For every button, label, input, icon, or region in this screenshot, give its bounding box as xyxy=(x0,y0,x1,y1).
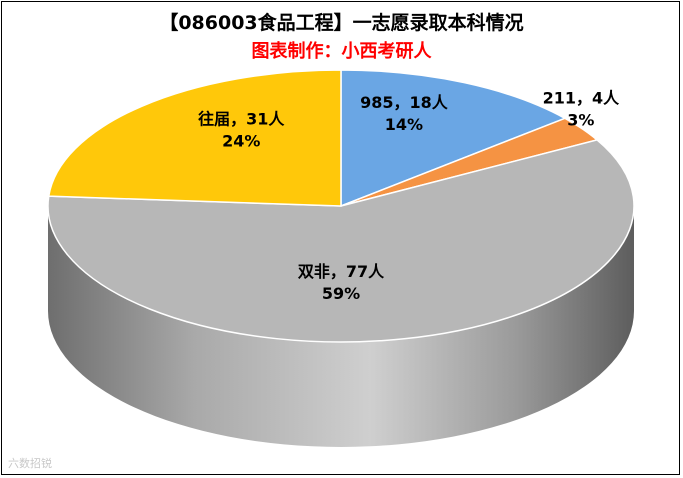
slice-label-percent-985: 14% xyxy=(385,115,423,134)
slice-label-count-双非: 双非，77人 xyxy=(298,262,385,281)
slice-label-count-211: 211，4人 xyxy=(543,88,621,107)
slice-label-percent-双非: 59% xyxy=(322,284,360,303)
pie-side-wall xyxy=(48,206,634,447)
slice-label-count-往届: 往届，31人 xyxy=(198,109,285,128)
slice-label-count-985: 985，18人 xyxy=(360,93,449,112)
watermark-logo: 六数招锐 xyxy=(8,457,52,470)
chart-title: 【086003食品工程】一志愿录取本科情况 xyxy=(159,12,524,34)
pie-slice-往届 xyxy=(47,69,342,207)
slice-label-percent-往届: 24% xyxy=(222,131,260,150)
slice-label-percent-211: 3% xyxy=(567,110,594,129)
pie-slice-985 xyxy=(340,69,567,208)
chart-subtitle: 图表制作：小西考研人 xyxy=(251,41,432,62)
pie-slice-双非 xyxy=(47,139,635,343)
